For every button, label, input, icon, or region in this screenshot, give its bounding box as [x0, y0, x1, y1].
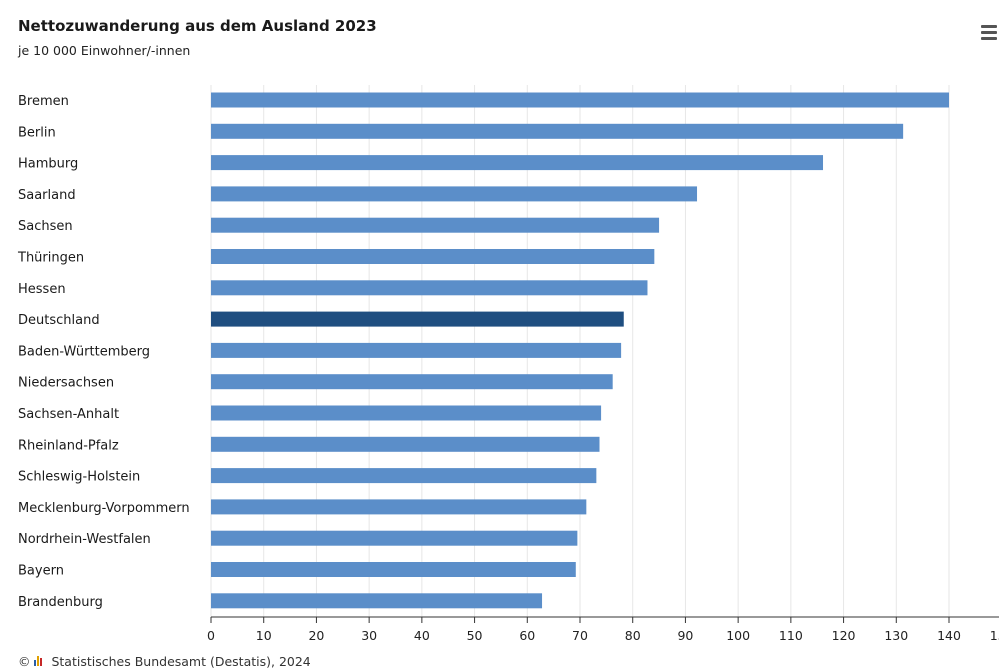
x-tick-label: 40 — [414, 628, 430, 643]
bar — [211, 436, 600, 452]
x-tick-label: 150 — [990, 628, 999, 643]
category-label: Deutschland — [18, 313, 100, 328]
x-tick-label: 10 — [256, 628, 272, 643]
x-tick-label: 110 — [779, 628, 803, 643]
x-axis-ticks: 0 10 20 30 40 50 60 70 80 90 100 110 120 130 140 150 — [207, 616, 999, 643]
chart-title: Nettozuwanderung aus dem Ausland 2023 — [18, 17, 377, 35]
category-label: Sachsen — [18, 219, 73, 234]
x-tick-label: 30 — [361, 628, 377, 643]
chart-subtitle: je 10 000 Einwohner/-innen — [18, 43, 191, 58]
category-label: Hessen — [18, 282, 66, 297]
category-label: Bremen — [18, 94, 69, 109]
bar — [211, 186, 698, 202]
x-tick-label: 0 — [207, 628, 215, 643]
destatis-logo-icon — [34, 654, 43, 669]
source-text: Statistisches Bundesamt (Destatis), 2024 — [51, 654, 311, 669]
category-label: Berlin — [18, 125, 56, 140]
x-tick-label: 20 — [308, 628, 324, 643]
category-label: Niedersachsen — [18, 376, 114, 391]
bar — [211, 155, 824, 171]
bar — [211, 374, 613, 390]
bar — [211, 468, 597, 484]
x-tick-label: 130 — [884, 628, 908, 643]
bar — [211, 123, 904, 139]
x-tick-label: 80 — [625, 628, 641, 643]
x-tick-label: 140 — [937, 628, 961, 643]
category-label: Schleswig-Holstein — [18, 470, 140, 485]
category-label: Sachsen-Anhalt — [18, 407, 119, 422]
bar — [211, 249, 655, 264]
x-tick-label: 50 — [467, 628, 483, 643]
bars — [211, 92, 949, 609]
category-labels: Bremen Berlin Hamburg Saarland Sachsen Thürin… — [17, 94, 190, 610]
copyright-symbol: © — [18, 654, 31, 669]
category-label: Thüringen — [17, 251, 84, 266]
gridlines — [210, 85, 950, 617]
bar — [211, 280, 648, 296]
category-label: Rheinland-Pfalz — [18, 438, 119, 453]
category-label: Saarland — [18, 188, 76, 203]
x-tick-label: 60 — [519, 628, 535, 643]
bar — [211, 530, 578, 546]
category-label: Mecklenburg-Vorpommern — [18, 501, 190, 516]
bar — [211, 217, 660, 233]
category-label: Nordrhein-Westfalen — [18, 532, 151, 547]
bar — [211, 499, 587, 515]
bar — [211, 593, 543, 609]
source-note: © Statistisches Bundesamt (Destatis), 20… — [18, 654, 311, 669]
bar — [211, 311, 624, 327]
category-label: Baden-Württemberg — [18, 344, 150, 359]
hamburger-menu-icon[interactable] — [981, 25, 997, 40]
category-label: Hamburg — [18, 157, 78, 172]
category-label: Brandenburg — [18, 595, 103, 610]
bar — [211, 405, 602, 421]
x-tick-label: 120 — [832, 628, 856, 643]
bar — [211, 562, 576, 577]
x-tick-label: 70 — [572, 628, 588, 643]
x-tick-label: 100 — [726, 628, 750, 643]
bar — [211, 342, 622, 358]
x-tick-label: 90 — [677, 628, 693, 643]
category-label: Bayern — [18, 564, 64, 579]
bar — [211, 92, 949, 108]
